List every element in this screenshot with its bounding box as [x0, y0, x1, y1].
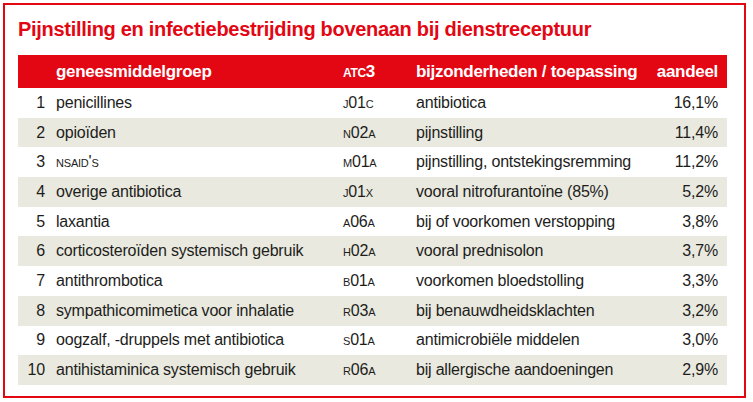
cell-details: pijnstilling	[416, 118, 656, 148]
cell-rank: 7	[18, 266, 56, 296]
cell-rank: 1	[18, 88, 56, 118]
cell-group: overige antibiotica	[56, 177, 343, 207]
table-body: 1penicillinesJ01Cantibiotica16,1%2opioïd…	[18, 88, 727, 385]
table-row: 2opioïdenN02Apijnstilling11,4%	[18, 118, 727, 148]
cell-details: pijnstilling, ontstekingsremming	[416, 147, 656, 177]
cell-details: antibiotica	[416, 88, 656, 118]
cell-atc: J01X	[343, 177, 416, 207]
column-header-share: aandeel	[656, 55, 727, 88]
cell-group: corticosteroïden systemisch gebruik	[56, 236, 343, 266]
cell-rank: 10	[18, 355, 56, 385]
cell-share: 11,4%	[656, 118, 727, 148]
page-title: Pijnstilling en infectiebestrijding bove…	[18, 18, 744, 40]
table-row: 4overige antibioticaJ01Xvooral nitrofura…	[18, 177, 727, 207]
column-header-details: bijzonderheden / toepassing	[416, 55, 656, 88]
table-row: 1penicillinesJ01Cantibiotica16,1%	[18, 88, 727, 118]
drug-ranking-table: geneesmiddelgroepATC3bijzonderheden / to…	[18, 55, 727, 385]
column-header-atc: ATC3	[343, 55, 416, 88]
figure-frame: Pijnstilling en infectiebestrijding bove…	[3, 3, 746, 398]
cell-rank: 3	[18, 147, 56, 177]
cell-share: 3,8%	[656, 207, 727, 237]
cell-share: 3,0%	[656, 326, 727, 356]
table-row: 10antihistaminica systemisch gebruikR06A…	[18, 355, 727, 385]
cell-share: 3,3%	[656, 266, 727, 296]
table-row: 3NSAID'sM01Apijnstilling, ontstekingsrem…	[18, 147, 727, 177]
cell-details: voorkomen bloedstolling	[416, 266, 656, 296]
table-row: 8sympathicomimetica voor inhalatieR03Abi…	[18, 296, 727, 326]
cell-group: NSAID's	[56, 147, 343, 177]
cell-atc: H02A	[343, 236, 416, 266]
cell-details: bij allergische aandoeningen	[416, 355, 656, 385]
cell-atc: S01A	[343, 326, 416, 356]
cell-rank: 6	[18, 236, 56, 266]
cell-rank: 2	[18, 118, 56, 148]
cell-share: 11,2%	[656, 147, 727, 177]
cell-atc: B01A	[343, 266, 416, 296]
cell-share: 3,2%	[656, 296, 727, 326]
cell-group: antihistaminica systemisch gebruik	[56, 355, 343, 385]
column-header-group: geneesmiddelgroep	[56, 55, 343, 88]
cell-atc: J01C	[343, 88, 416, 118]
table-row: 6corticosteroïden systemisch gebruikH02A…	[18, 236, 727, 266]
cell-share: 16,1%	[656, 88, 727, 118]
cell-details: bij of voorkomen verstopping	[416, 207, 656, 237]
cell-group: opioïden	[56, 118, 343, 148]
cell-atc: A06A	[343, 207, 416, 237]
cell-group: sympathicomimetica voor inhalatie	[56, 296, 343, 326]
cell-atc: N02A	[343, 118, 416, 148]
cell-share: 3,7%	[656, 236, 727, 266]
table-row: 5laxantiaA06Abij of voorkomen verstoppin…	[18, 207, 727, 237]
table-row: 7antithromboticaB01Avoorkomen bloedstoll…	[18, 266, 727, 296]
figure-canvas: Pijnstilling en infectiebestrijding bove…	[0, 0, 753, 402]
cell-atc: R06A	[343, 355, 416, 385]
cell-group: antithrombotica	[56, 266, 343, 296]
cell-rank: 9	[18, 326, 56, 356]
column-header-rank	[18, 55, 56, 88]
cell-group: oogzalf, -druppels met antibiotica	[56, 326, 343, 356]
cell-details: vooral prednisolon	[416, 236, 656, 266]
cell-rank: 4	[18, 177, 56, 207]
cell-details: antimicrobiële middelen	[416, 326, 656, 356]
cell-rank: 8	[18, 296, 56, 326]
cell-details: vooral nitrofurantoïne (85%)	[416, 177, 656, 207]
cell-details: bij benauwdheidsklachten	[416, 296, 656, 326]
cell-group: laxantia	[56, 207, 343, 237]
cell-atc: R03A	[343, 296, 416, 326]
cell-share: 5,2%	[656, 177, 727, 207]
cell-atc: M01A	[343, 147, 416, 177]
cell-group: penicillines	[56, 88, 343, 118]
cell-rank: 5	[18, 207, 56, 237]
cell-share: 2,9%	[656, 355, 727, 385]
table-row: 9oogzalf, -druppels met antibioticaS01Aa…	[18, 326, 727, 356]
table-header-row: geneesmiddelgroepATC3bijzonderheden / to…	[18, 55, 727, 88]
